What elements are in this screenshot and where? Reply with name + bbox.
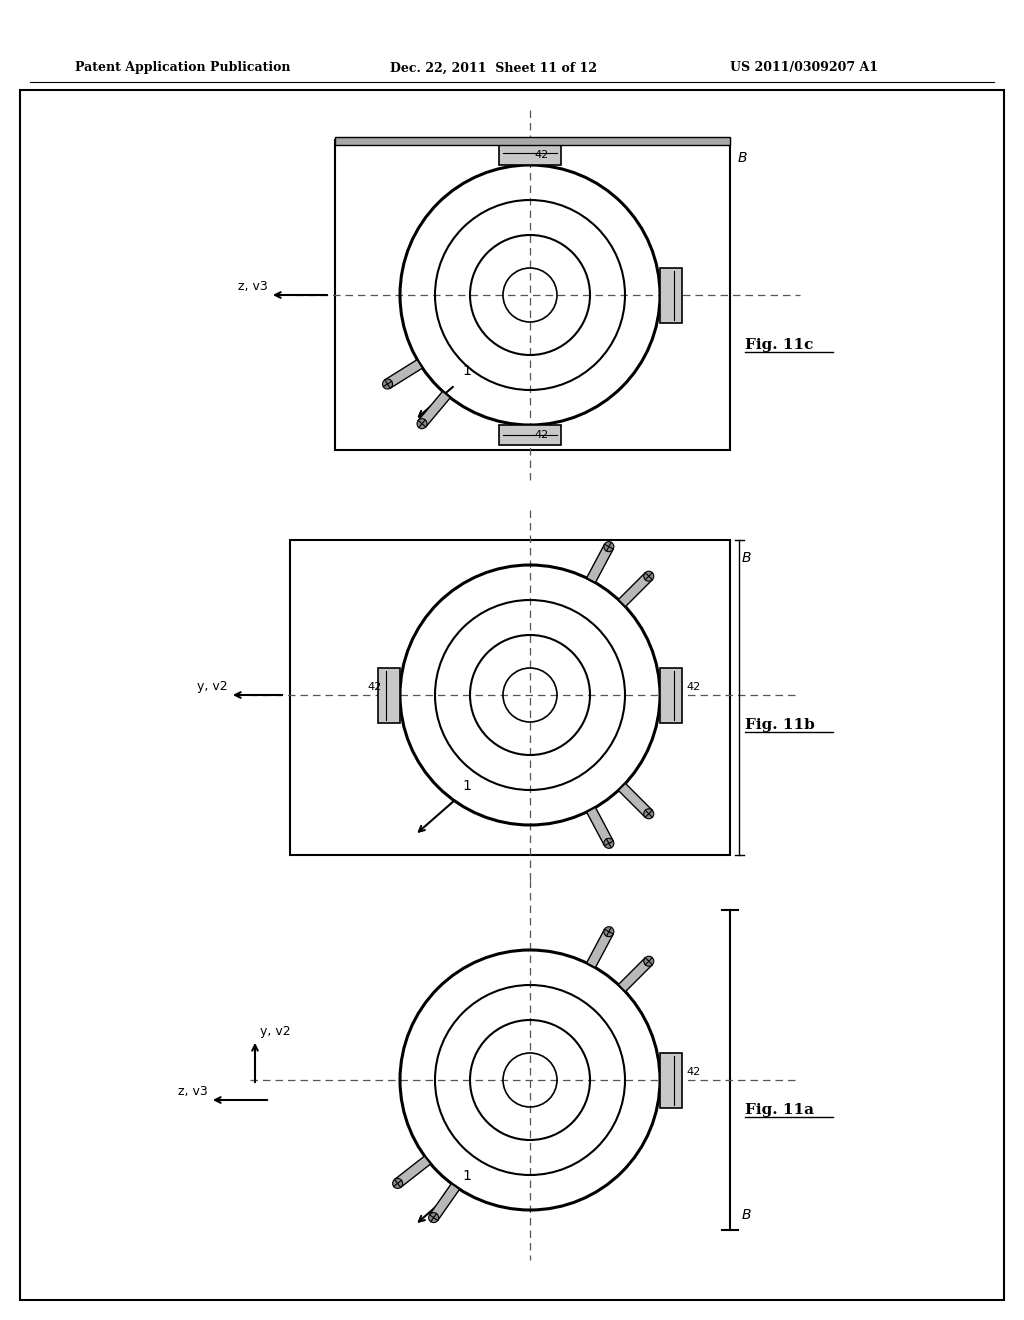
Text: y, v2: y, v2: [260, 1026, 291, 1038]
Bar: [290, 540, 730, 855]
Bar: [660, 668, 682, 722]
Circle shape: [429, 1213, 438, 1222]
Bar: [378, 668, 400, 722]
Text: B: B: [738, 150, 748, 165]
Circle shape: [604, 838, 613, 849]
Text: 1: 1: [462, 779, 471, 793]
Text: 42: 42: [686, 1067, 700, 1077]
Polygon shape: [429, 1184, 460, 1221]
Text: US 2011/0309207 A1: US 2011/0309207 A1: [730, 62, 878, 74]
Text: B: B: [742, 550, 752, 565]
Text: Fig. 11b: Fig. 11b: [745, 718, 815, 733]
Circle shape: [644, 809, 653, 818]
Text: B: B: [742, 1208, 752, 1222]
Circle shape: [383, 379, 392, 389]
Text: y, v2: y, v2: [198, 680, 228, 693]
Bar: [660, 268, 682, 322]
Text: z, v3: z, v3: [178, 1085, 208, 1098]
Bar: [660, 1052, 682, 1107]
Polygon shape: [618, 783, 652, 817]
Circle shape: [644, 956, 653, 966]
Text: Fig. 11a: Fig. 11a: [745, 1104, 814, 1117]
Polygon shape: [418, 391, 451, 426]
Text: z, v3: z, v3: [239, 280, 268, 293]
Polygon shape: [618, 573, 652, 607]
Text: 1: 1: [462, 1170, 471, 1183]
Circle shape: [604, 541, 613, 552]
Text: Fig. 11c: Fig. 11c: [745, 338, 813, 352]
Text: Patent Application Publication: Patent Application Publication: [75, 62, 291, 74]
Polygon shape: [587, 544, 613, 582]
Circle shape: [604, 927, 613, 937]
Polygon shape: [618, 958, 652, 991]
Bar: [499, 145, 561, 165]
Polygon shape: [587, 929, 613, 968]
Polygon shape: [385, 359, 423, 388]
Circle shape: [417, 418, 427, 429]
Polygon shape: [394, 1156, 431, 1188]
Text: 42: 42: [368, 682, 382, 692]
Text: 42: 42: [534, 150, 548, 160]
Bar: [335, 137, 730, 145]
Text: Dec. 22, 2011  Sheet 11 of 12: Dec. 22, 2011 Sheet 11 of 12: [390, 62, 597, 74]
Circle shape: [392, 1179, 402, 1188]
Circle shape: [644, 572, 653, 581]
Text: 42: 42: [686, 682, 700, 692]
Bar: [499, 425, 561, 445]
Text: 42: 42: [534, 430, 548, 440]
Polygon shape: [587, 808, 613, 846]
Bar: [335, 140, 730, 450]
Text: 1: 1: [462, 364, 471, 378]
